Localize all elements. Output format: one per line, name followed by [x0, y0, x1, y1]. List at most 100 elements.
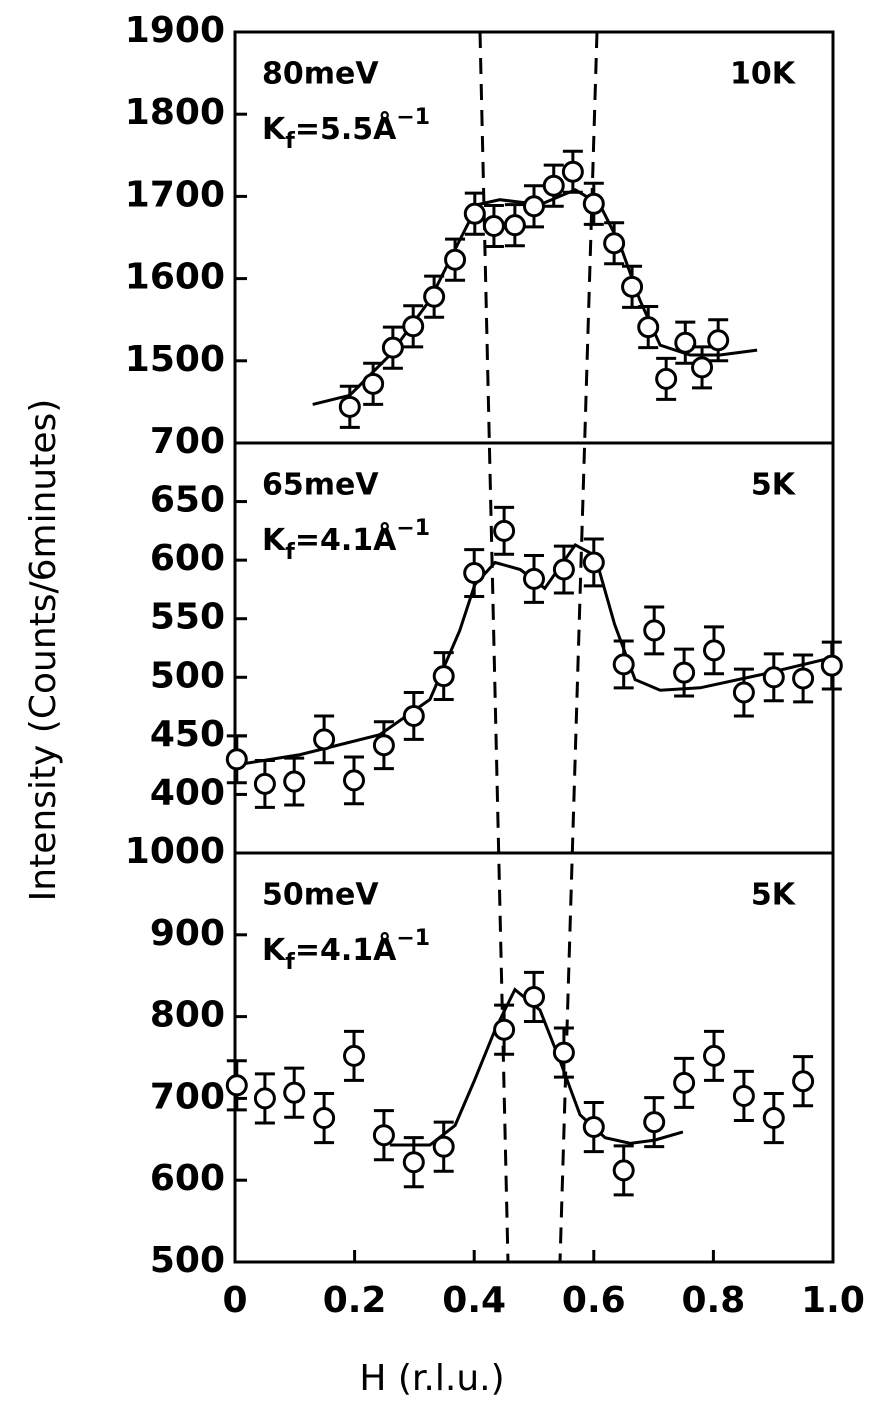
- data-point: [463, 202, 486, 225]
- y-tick-label: 500: [150, 1240, 225, 1281]
- kf-sup: −1: [396, 926, 430, 951]
- plot-frame: [233, 851, 835, 1264]
- y-tick-label: 1000: [125, 831, 225, 872]
- kf-mid: =5.5Å: [295, 110, 397, 147]
- data-point: [732, 1084, 755, 1107]
- data-point: [762, 666, 785, 689]
- y-tick-label: 1900: [125, 10, 225, 51]
- energy-label: 50meV: [262, 878, 379, 913]
- data-point: [612, 1159, 635, 1182]
- kf-base: K: [262, 933, 287, 968]
- data-point: [343, 769, 366, 792]
- data-point: [643, 1111, 666, 1134]
- data-point: [313, 728, 336, 751]
- data-point: [552, 558, 575, 581]
- kf-sub: f: [285, 540, 295, 565]
- data-point: [283, 1081, 306, 1104]
- kf-sub: f: [285, 129, 295, 154]
- data-point: [503, 214, 526, 237]
- x-tick-label: 0.2: [323, 1280, 387, 1321]
- temperature-label: 5K: [751, 878, 797, 913]
- y-axis-label: Intensity (Counts/6minutes): [23, 399, 64, 902]
- data-point: [343, 1044, 366, 1067]
- data-point: [523, 985, 545, 1008]
- data-point: [762, 1107, 785, 1130]
- kf-mid: =4.1Å: [295, 931, 397, 968]
- data-point: [603, 232, 626, 255]
- data-point: [482, 214, 505, 237]
- kf-label: Kf=5.5Å−1: [262, 105, 430, 154]
- kf-label: Kf=4.1Å−1: [262, 516, 430, 565]
- data-point: [552, 1041, 575, 1064]
- data-point: [423, 285, 446, 308]
- kf-base: K: [262, 523, 287, 558]
- data-point: [542, 174, 565, 197]
- x-tick-label: 0.8: [682, 1280, 746, 1321]
- data-point: [463, 562, 486, 585]
- data-point: [820, 654, 843, 677]
- data-point: [637, 316, 660, 339]
- data-point: [338, 395, 361, 418]
- y-tick-label: 500: [150, 655, 225, 696]
- data-point: [523, 195, 545, 218]
- y-tick-label: 400: [150, 772, 225, 813]
- data-point: [381, 336, 404, 359]
- data-point: [621, 275, 644, 298]
- data-point: [691, 356, 714, 379]
- kf-sup: −1: [396, 105, 430, 130]
- data-point: [732, 681, 755, 704]
- data-point: [493, 1018, 516, 1041]
- data-point: [561, 160, 584, 183]
- kf-sub: f: [285, 950, 295, 975]
- x-axis-label: H (r.l.u.): [359, 1358, 504, 1399]
- kf-sup: −1: [396, 516, 430, 541]
- data-point: [493, 519, 516, 542]
- data-point: [707, 329, 730, 352]
- x-tick-label: 0: [222, 1280, 247, 1321]
- kf-base: K: [262, 112, 287, 147]
- data-point: [253, 772, 276, 795]
- data-point: [372, 1124, 395, 1147]
- data-point: [253, 1087, 276, 1110]
- data-point: [673, 661, 696, 684]
- y-tick-label: 900: [150, 913, 225, 954]
- y-tick-label: 700: [150, 421, 225, 462]
- temperature-label: 5K: [751, 468, 797, 503]
- data-point: [643, 619, 666, 642]
- y-tick-label: 450: [150, 714, 225, 755]
- data-point: [702, 639, 725, 662]
- y-tick-label: 800: [150, 995, 225, 1036]
- data-point: [362, 372, 385, 395]
- data-point: [402, 315, 425, 338]
- data-point: [792, 667, 815, 690]
- data-point: [283, 770, 306, 793]
- plot-frame: [233, 441, 835, 855]
- data-point: [582, 192, 605, 215]
- y-tick-label: 550: [150, 597, 225, 638]
- kf-mid: =4.1Å: [295, 521, 397, 558]
- y-tick-label: 700: [150, 1076, 225, 1117]
- fit-line: [389, 987, 684, 1147]
- data-point: [612, 653, 635, 676]
- y-tick-label: 1800: [125, 92, 225, 133]
- data-point: [655, 367, 678, 390]
- data-point: [674, 331, 697, 354]
- energy-label: 80meV: [262, 57, 379, 92]
- guide-line: [478, 31, 510, 1263]
- plot-frame: [233, 30, 835, 445]
- data-point: [702, 1044, 725, 1067]
- y-tick-label: 1500: [125, 339, 225, 380]
- energy-label: 65meV: [262, 468, 379, 503]
- data-point: [673, 1071, 696, 1094]
- x-tick-label: 0.6: [562, 1280, 626, 1321]
- y-tick-label: 1600: [125, 257, 225, 298]
- kf-label: Kf=4.1Å−1: [262, 926, 430, 975]
- y-tick-label: 650: [150, 480, 225, 521]
- data-point: [402, 1151, 425, 1174]
- data-point: [372, 734, 395, 757]
- data-point: [225, 1074, 248, 1097]
- y-tick-label: 1700: [125, 174, 225, 215]
- data-point: [432, 665, 455, 688]
- temperature-label: 10K: [730, 57, 797, 92]
- data-point: [225, 748, 248, 771]
